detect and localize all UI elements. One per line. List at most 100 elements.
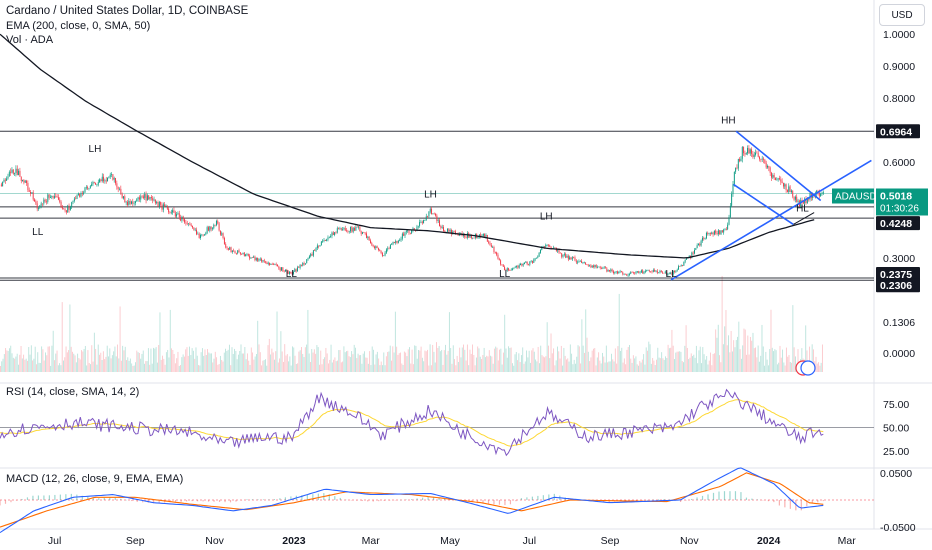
macd-histogram-bar [411, 499, 413, 500]
candle-body [247, 254, 249, 256]
volume-bar [463, 344, 464, 372]
symbol-title[interactable]: Cardano / United States Dollar, 1D, COIN… [6, 5, 249, 17]
candle-body [708, 233, 710, 234]
macd-histogram-bar [339, 497, 341, 500]
volume-bar [133, 365, 135, 372]
rsi-legend[interactable]: RSI (14, close, SMA, 14, 2) [6, 386, 140, 398]
candle-body [343, 228, 345, 230]
volume-bar [252, 352, 254, 372]
candle-body [709, 233, 711, 234]
candle-body [727, 224, 729, 230]
macd-histogram-bar [306, 494, 308, 500]
volume-bar [394, 311, 396, 372]
volume-bar [392, 346, 394, 372]
volume-bar [33, 358, 35, 372]
macd-legend[interactable]: MACD (12, 26, close, 9, EMA, EMA) [6, 473, 184, 485]
volume-bar [522, 347, 524, 372]
volume-bar [20, 346, 22, 372]
macd-histogram-bar [389, 500, 391, 501]
macd-histogram-bar [476, 500, 479, 503]
candle-body [640, 270, 642, 273]
volume-legend[interactable]: Vol · ADA [6, 34, 54, 46]
candle-body [289, 271, 290, 274]
candle-body [492, 246, 494, 248]
volume-bar [683, 362, 684, 372]
volume-bar [316, 345, 318, 372]
ema-legend[interactable]: EMA (200, close, 0, SMA, 50) [6, 20, 151, 32]
volume-bar [717, 324, 719, 372]
candle-body [570, 257, 572, 260]
macd-histogram-bar [186, 500, 188, 502]
candle-body [275, 264, 277, 265]
volume-bar [371, 346, 373, 372]
volume-bar [217, 364, 219, 372]
candle-body [269, 262, 271, 265]
currency-button[interactable]: USD [879, 4, 925, 26]
volume-bar [418, 350, 419, 372]
candle-body [389, 244, 391, 249]
time-tick-label: Jul [523, 535, 536, 547]
level-tag-label: 0.4248 [880, 218, 912, 230]
candle-body [470, 235, 472, 239]
candle-body [488, 241, 490, 243]
volume-bar [110, 358, 112, 372]
candle-body [399, 240, 401, 241]
volume-bar [249, 364, 251, 372]
macd-histogram-bar [153, 500, 155, 504]
candle-body [565, 254, 567, 258]
volume-bar [402, 364, 404, 372]
candle-body [520, 263, 521, 266]
candle-body [449, 229, 451, 232]
candle-body [701, 237, 703, 241]
candle-body [644, 270, 646, 272]
macd-histogram-bar [196, 500, 199, 502]
macd-histogram-bar [740, 492, 742, 500]
volume-bar [438, 346, 440, 372]
volume-bar [536, 361, 538, 372]
candle-body [340, 228, 342, 230]
candle-body [121, 194, 123, 199]
macd-histogram-bar [158, 500, 160, 503]
candle-body [569, 257, 571, 260]
candle-body [239, 252, 241, 254]
candle-body [318, 245, 320, 247]
volume-bar [322, 359, 324, 372]
volume-bar [571, 353, 573, 372]
macd-histogram-bar [334, 496, 336, 500]
candle-body [48, 194, 50, 198]
candle-body [666, 271, 668, 275]
candle-body [469, 235, 471, 238]
volume-bar [331, 362, 333, 372]
trendlines[interactable] [670, 130, 872, 281]
volume-bar [629, 344, 630, 372]
volume-bar [665, 356, 666, 372]
candle-body [91, 184, 93, 186]
macd-histogram-bar [207, 500, 210, 502]
candle-body [590, 265, 592, 268]
candle-body [401, 233, 403, 239]
volume-bar [648, 341, 650, 372]
volume-bar [280, 331, 282, 372]
volume-bar [373, 349, 374, 372]
candle-body [323, 239, 325, 241]
volume-bar [614, 348, 616, 372]
volume-bar [434, 362, 436, 372]
volume-bar [236, 359, 238, 372]
volume-bar [791, 362, 793, 372]
volume-bar [513, 365, 515, 372]
candle-body [129, 200, 131, 204]
time-axis[interactable]: Jul Sep Nov 2023 Mar May Jul Sep Nov 2024 Mar [48, 535, 856, 547]
volume-bar [285, 355, 287, 372]
volume-bar [190, 355, 192, 372]
volume-bar [483, 347, 485, 372]
candle-body [567, 255, 569, 260]
candle-body [383, 255, 385, 257]
candle-body [101, 176, 103, 181]
volume-bar [42, 349, 44, 372]
macd-histogram-bar [817, 500, 819, 503]
volume-bar [240, 344, 242, 372]
candle-body [684, 259, 686, 262]
time-tick-label: Nov [680, 535, 699, 547]
candle-body [298, 267, 300, 269]
